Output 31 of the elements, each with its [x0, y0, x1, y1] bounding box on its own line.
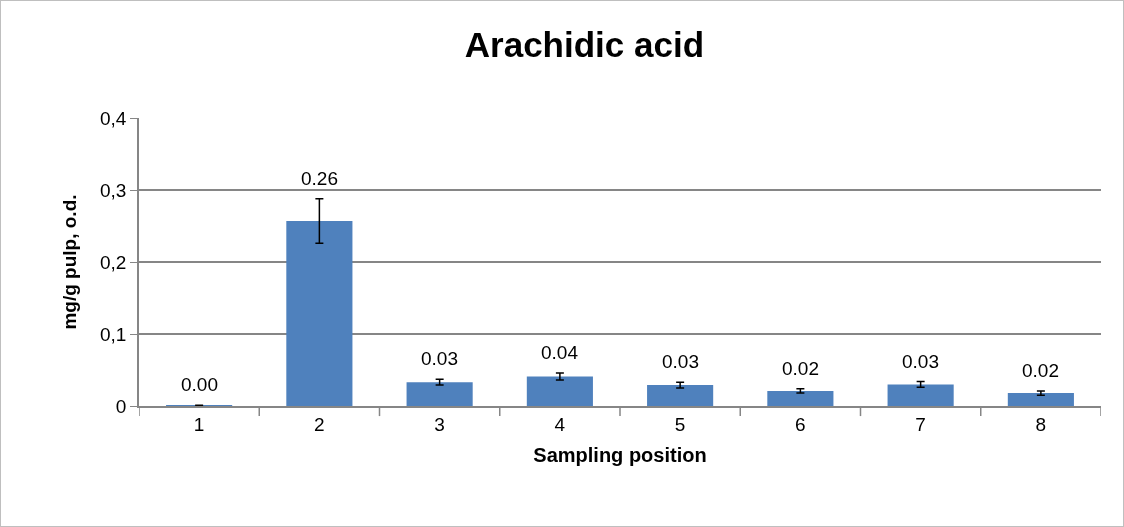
x-tick-label: 6 [795, 413, 806, 435]
data-label: 0.03 [662, 351, 699, 372]
chart-title: Arachidic acid [464, 25, 705, 64]
bar [286, 220, 353, 406]
x-tick-label: 1 [193, 413, 205, 435]
data-label: 0.02 [1022, 360, 1059, 381]
bar [767, 390, 834, 406]
x-tick-label: 4 [554, 413, 566, 435]
y-tick-label: 0,3 [100, 179, 127, 201]
bar [406, 382, 473, 406]
y-tick-label: 0,2 [100, 251, 127, 273]
data-label: 0.00 [181, 374, 218, 395]
bar [887, 384, 954, 406]
data-label: 0.03 [421, 348, 458, 369]
data-label: 0.02 [782, 358, 819, 379]
y-tick-label: 0,1 [100, 323, 127, 345]
x-tick-label: 5 [674, 413, 686, 435]
bar [1007, 393, 1074, 406]
data-label: 0.04 [541, 342, 579, 363]
y-tick-label: 0,4 [100, 107, 127, 129]
bar [647, 385, 714, 406]
y-tick-label: 0 [115, 395, 127, 417]
data-label: 0.26 [301, 168, 338, 189]
x-tick-label: 3 [434, 413, 445, 435]
x-tick-label: 7 [915, 413, 926, 435]
data-label: 0.03 [902, 351, 939, 372]
x-tick-label: 8 [1035, 413, 1047, 435]
y-axis-title: mg/g pulp, o.d. [59, 194, 81, 330]
x-axis-title: Sampling position [533, 443, 707, 466]
x-tick-label: 2 [314, 413, 325, 435]
bar [526, 376, 593, 406]
